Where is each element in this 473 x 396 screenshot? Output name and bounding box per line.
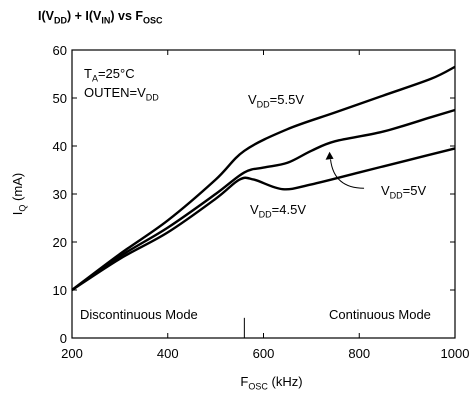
- x-tick-label: 800: [348, 346, 370, 361]
- text-part: I(V: [38, 9, 55, 23]
- y-tick-label: 10: [53, 283, 67, 298]
- chart-title-text: I(VDD) + I(VIN) vs FOSC: [38, 9, 163, 26]
- y-tick-label: 30: [53, 187, 67, 202]
- text-part: (kHz): [268, 374, 303, 389]
- series-line: [71, 65, 456, 291]
- text-part: =5V: [403, 183, 427, 198]
- text-part: Q: [18, 205, 28, 212]
- y-axis-label: IQ (mA): [10, 173, 28, 215]
- region-label-continuous: Continuous Mode: [329, 307, 431, 322]
- y-tick-label: 50: [53, 91, 67, 106]
- y-tick-label: 0: [60, 331, 67, 346]
- x-tick-label: 400: [157, 346, 179, 361]
- text-part: DD: [390, 191, 403, 201]
- x-tick-label: 200: [61, 346, 83, 361]
- y-tick-label: 20: [53, 235, 67, 250]
- text-part: A: [92, 74, 98, 84]
- text-part: IN: [101, 16, 110, 26]
- text-part: DD: [259, 210, 272, 220]
- x-tick-label: 1000: [441, 346, 470, 361]
- text-part: DD: [54, 16, 67, 26]
- text-part: V: [381, 183, 390, 198]
- text-part: OUTEN=V: [84, 85, 146, 100]
- y-tick-label: 60: [53, 43, 67, 58]
- condition-outen: OUTEN=VDD: [84, 85, 159, 103]
- text-part: OSC: [143, 16, 163, 26]
- text-part: T: [84, 66, 92, 81]
- series-lines: [71, 65, 456, 292]
- text-part: V: [248, 92, 257, 107]
- series-line: [71, 147, 456, 292]
- text-part: DD: [257, 100, 270, 110]
- x-tick-label: 600: [253, 346, 275, 361]
- text-part: =4.5V: [272, 202, 307, 217]
- series-label-5v5: VDD=5.5V: [248, 92, 304, 110]
- region-label-discontinuous: Discontinuous Mode: [80, 307, 198, 322]
- text-part: DD: [146, 93, 159, 103]
- condition-temperature: TA=25°C: [84, 66, 135, 84]
- text-part: OSC: [248, 382, 268, 392]
- text-part: ) + I(V: [67, 9, 102, 23]
- leader-line-5v: [330, 159, 365, 189]
- text-part: I: [10, 212, 25, 216]
- text-part: =25°C: [98, 66, 135, 81]
- text-part: (mA): [10, 173, 25, 205]
- x-axis-ticks: 200 400 600 800 1000: [61, 50, 469, 361]
- leader-arrowhead: [325, 151, 334, 160]
- series-line: [71, 108, 456, 291]
- series-label-5v: VDD=5V: [381, 183, 426, 201]
- text-part: ) vs F: [110, 9, 143, 23]
- series-label-4v5: VDD=4.5V: [250, 202, 306, 220]
- x-axis-label: FOSC (kHz): [240, 374, 302, 392]
- y-tick-label: 40: [53, 139, 67, 154]
- text-part: V: [250, 202, 259, 217]
- chart-title: I(VDD) + I(VIN) vs FOSC: [38, 9, 163, 26]
- y-axis-ticks: 0 10 20 30 40 50 60: [53, 43, 455, 346]
- text-part: =5.5V: [270, 92, 305, 107]
- text-part: F: [240, 374, 248, 389]
